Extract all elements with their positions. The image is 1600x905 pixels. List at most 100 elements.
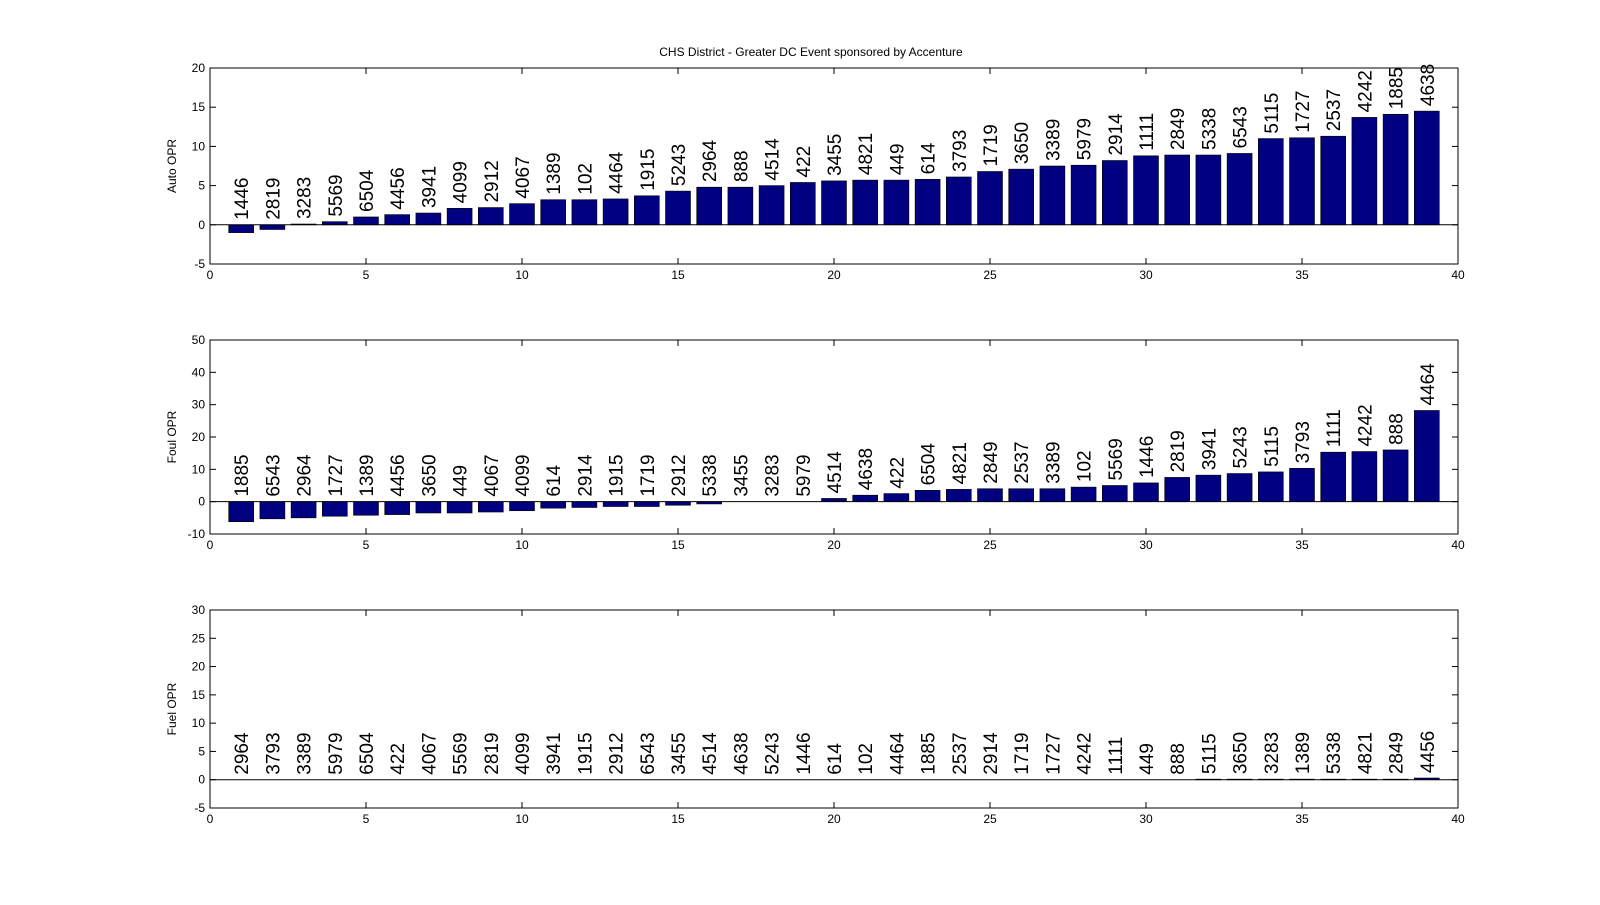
chart-3-bar-label: 6504 [357,732,378,775]
chart-1-bar [571,199,598,226]
chart-1-x-tick-label: 25 [983,268,997,282]
chart-2-bar [1351,451,1378,502]
chart-3-x-tick-label: 20 [827,812,841,826]
chart-2-y-tick-label: 30 [192,398,206,412]
chart-3-bar-label: 3941 [544,732,565,774]
chart-2-bar [540,501,566,509]
chart-2-bar [259,501,286,520]
chart-2-x-tick-label: 25 [983,538,997,552]
chart-2-bar-label: 5115 [1262,426,1283,467]
chart-2-bar-label: 3941 [1199,428,1220,470]
chart-3-x-tick-label: 5 [363,812,370,826]
chart-1-bar-label: 5569 [326,174,347,216]
chart-1-bar [1133,155,1159,226]
chart-1-bar-label: 4464 [607,151,628,194]
chart-2-bar [1258,471,1284,502]
chart-2-bar [446,501,473,514]
chart-1-bar [1289,137,1315,226]
chart-2-bar-label: 1719 [638,454,659,496]
chart-1-bar-label: 3283 [295,177,316,219]
chart-2-bar-label: 1915 [607,454,628,496]
chart-2-bar-label: 3455 [731,454,752,496]
chart-3-bar-label: 3283 [1262,732,1283,774]
chart-2-bar [883,493,910,502]
chart-1-bar-label: 4821 [856,133,877,175]
chart-1-bar-label: 3941 [419,166,440,208]
chart-2-y-tick-label: 20 [192,430,206,444]
chart-1-bar [228,224,254,233]
chart-1-bar [634,195,660,226]
chart-2-bar [322,501,348,517]
chart-3-bar-label: 1727 [1043,732,1064,774]
chart-2-bar [634,501,660,507]
chart-2-bar-label: 102 [1075,450,1096,482]
chart-1-bar-label: 2819 [263,178,284,220]
chart-1-bar-label: 4067 [513,156,534,198]
chart-1-bar-label: 1719 [981,124,1002,166]
chart-1-bar [353,216,379,226]
chart-3-bar-label: 5979 [326,732,347,774]
chart-1-x-tick-label: 15 [671,268,685,282]
chart-3-x-tick-label: 10 [515,812,529,826]
chart-3-bar-label: 1719 [1012,732,1033,774]
chart-3-bar-label: 3793 [263,732,284,774]
chart-2-bar [384,501,410,515]
chart-2-bar-label: 3650 [419,454,440,496]
chart-2-bar-label: 2849 [981,441,1002,483]
chart-3-bar-label: 3389 [295,732,316,774]
chart-3-y-tick-label: -5 [194,801,205,815]
chart-1-bar [1164,154,1190,226]
chart-1-x-tick-label: 40 [1451,268,1465,282]
chart-2-bar-label: 4242 [1355,404,1376,446]
chart-2-bar-label: 1885 [232,454,253,496]
chart-1-bar [914,179,941,226]
chart-1-y-axis-label: Auto OPR [165,139,179,193]
chart-3-x-tick-label: 35 [1295,812,1309,826]
chart-1-bar-label: 4456 [388,167,409,209]
chart-1-bar [259,224,286,230]
chart-2-bar [852,494,878,502]
chart-2-bar-label: 3793 [1293,421,1314,463]
chart-1-bar-label: 5979 [1075,118,1096,160]
chart-3-bar-label: 422 [388,743,409,775]
chart-2-bar [1226,473,1253,502]
chart-3-bar-label: 3455 [669,732,690,774]
chart-2-bar-label: 1727 [326,454,347,496]
chart-1-bar [1102,160,1128,226]
chart-1-bar [415,212,442,226]
chart-2-bar-label: 5979 [794,454,815,496]
chart-1-bar [946,176,972,226]
chart-1-bar [852,179,878,226]
chart-1-y-tick-label: 20 [192,61,206,75]
chart-3-bar-label: 5338 [1324,732,1345,774]
chart-3-bar-label: 2914 [981,732,1002,775]
chart-1-bar [509,203,535,226]
chart-3-bar-label: 2849 [1387,732,1408,774]
chart-2-x-tick-label: 0 [207,538,214,552]
chart-2-bar [1039,488,1066,502]
chart-1-bar [478,207,504,226]
chart-2-bar-label: 4067 [482,454,503,496]
chart-2-bar-label: 2537 [1012,441,1033,483]
chart-3-bar-label: 4456 [1418,731,1439,773]
chart-3-y-tick-label: 30 [192,603,206,617]
chart-1-y-tick-label: 15 [192,100,206,114]
chart-2-y-axis-label: Foul OPR [165,410,179,463]
chart-3-x-tick-label: 25 [983,812,997,826]
chart-3-bar-label: 1885 [919,732,940,774]
chart-3-x-tick-label: 0 [207,812,214,826]
chart-1-bar [883,179,910,226]
chart-1-bar-label: 3650 [1012,122,1033,164]
chart-2-x-tick-label: 15 [671,538,685,552]
chart-2-bar [1070,486,1097,502]
chart-3-bar-label: 4242 [1075,732,1096,774]
chart-1-bar-label: 1111 [1137,113,1158,151]
chart-2-bar [602,501,629,507]
chart-1-bar [758,185,785,226]
chart-1-bar [1226,153,1253,226]
chart-1-x-tick-label: 30 [1139,268,1153,282]
chart-3-bar-label: 4514 [700,732,721,775]
chart-1-bar-label: 2914 [1106,113,1127,156]
chart-2-bar-label: 5338 [700,454,721,496]
chart-1-bar [1195,154,1222,226]
